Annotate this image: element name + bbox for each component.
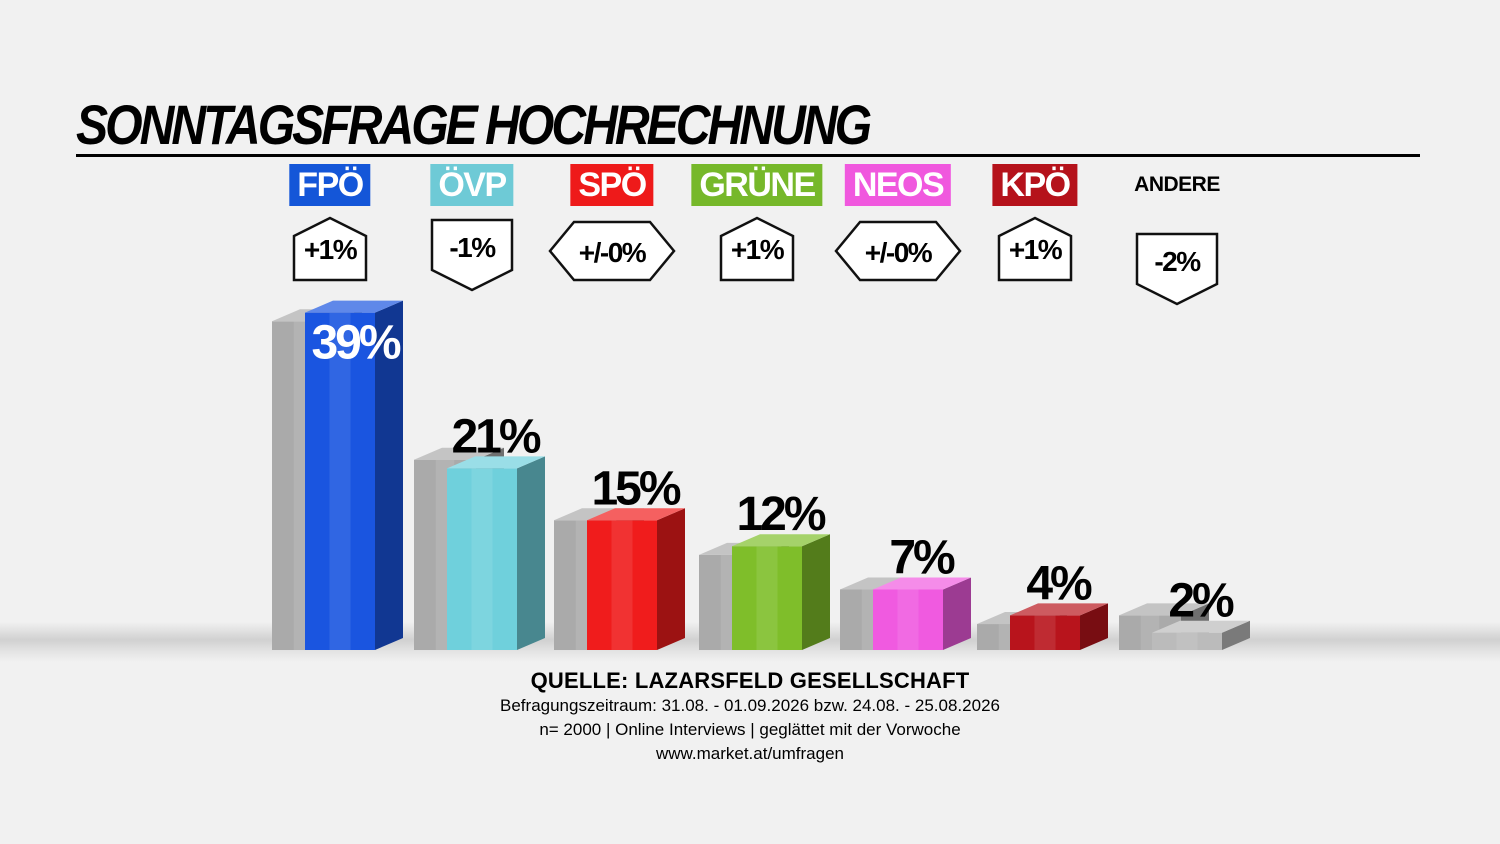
bar-0-side <box>375 300 403 650</box>
change-text-3: +1% <box>731 234 785 265</box>
title-underline <box>76 154 1420 157</box>
source-text: QUELLE: LAZARSFELD GESELLSCHAFT <box>530 668 970 693</box>
bar-5-highlight <box>1034 615 1056 650</box>
bar-0-top <box>305 300 403 313</box>
change-text-2: +/-0% <box>579 237 647 268</box>
bar-6-highlight <box>1176 632 1198 650</box>
bar-5-top <box>1010 603 1108 616</box>
bar-1-top <box>447 456 545 469</box>
change-indicator-0: +1% <box>292 216 368 282</box>
change-shape-5 <box>997 216 1073 282</box>
change-shape-2 <box>548 220 676 282</box>
bar-2-highlight <box>611 520 633 650</box>
chart-title: SONNTAGSFRAGE HOCHRECHNUNG <box>76 93 872 156</box>
party-label-vp: ÖVP <box>430 164 514 206</box>
bar-2 <box>587 508 685 650</box>
party-label-fp: FPÖ <box>289 164 371 206</box>
change-shape-1 <box>430 218 514 292</box>
bar-group-5: 4% <box>977 557 1108 650</box>
change-text-1: -1% <box>449 232 496 263</box>
change-indicator-6: -2% <box>1135 232 1219 306</box>
bar-2-top <box>587 508 685 521</box>
change-text-6: -2% <box>1154 246 1201 277</box>
bar-3-side <box>802 534 830 650</box>
bar-5 <box>1010 603 1108 650</box>
bar-1 <box>447 456 545 650</box>
change-indicator-5: +1% <box>997 216 1073 282</box>
change-indicator-1: -1% <box>430 218 514 292</box>
change-shape-3 <box>719 216 795 282</box>
bar-group-4: 7% <box>840 531 971 650</box>
party-label-sp: SPÖ <box>570 164 654 206</box>
party-label-kp: KPÖ <box>992 164 1078 206</box>
change-indicator-4: +/-0% <box>834 220 962 282</box>
bar-4-top <box>873 577 971 590</box>
bar-6 <box>1152 620 1250 650</box>
bar-3 <box>732 534 830 650</box>
bar-4-highlight <box>897 589 919 650</box>
bar-value-label-0: 39% <box>311 317 400 370</box>
bar-value-label-3: 12% <box>736 488 825 541</box>
bar-3-top <box>732 534 830 547</box>
bar-value-label-6: 2% <box>1168 575 1234 628</box>
change-indicator-2: +/-0% <box>548 220 676 282</box>
survey-period-text: Befragungszeitraum: 31.08. - 01.09.2026 … <box>500 696 1000 715</box>
bar-3-highlight <box>756 546 778 650</box>
url-text: www.market.at/umfragen <box>655 744 844 763</box>
change-shape-6 <box>1135 232 1219 306</box>
bar-group-6: 2% <box>1119 575 1250 650</box>
bar-6-top <box>1152 620 1250 633</box>
bar-0-highlight <box>329 312 351 650</box>
bar-6-side <box>1222 620 1250 650</box>
bar-group-2: 15% <box>554 462 685 650</box>
bar-group-0: 39% <box>272 300 404 650</box>
change-shape-4 <box>834 220 962 282</box>
previous-bar-6-top <box>1119 603 1209 616</box>
sample-info-text: n= 2000 | Online Interviews | geglättet … <box>539 720 961 739</box>
change-indicator-3: +1% <box>719 216 795 282</box>
party-label-neos: NEOS <box>844 164 952 206</box>
bar-4 <box>873 577 971 650</box>
bar-5-side <box>1080 603 1108 650</box>
bar-1-highlight <box>471 468 493 650</box>
change-text-5: +1% <box>1009 234 1063 265</box>
bar-0 <box>305 300 403 650</box>
change-text-0: +1% <box>304 234 358 265</box>
bar-2-side <box>657 508 685 650</box>
bar-4-side <box>943 577 971 650</box>
bar-value-label-1: 21% <box>451 410 540 463</box>
bar-value-label-2: 15% <box>591 462 680 515</box>
change-shape-0 <box>292 216 368 282</box>
bar-value-label-5: 4% <box>1026 557 1092 610</box>
bar-group-3: 12% <box>699 488 830 650</box>
party-label-andere: ANDERE <box>1134 173 1220 196</box>
bar-1-side <box>517 456 545 650</box>
party-label-grne: GRÜNE <box>691 164 823 206</box>
bar-value-label-4: 7% <box>889 531 955 584</box>
bar-group-1: 21% <box>414 410 545 650</box>
change-text-4: +/-0% <box>865 237 933 268</box>
